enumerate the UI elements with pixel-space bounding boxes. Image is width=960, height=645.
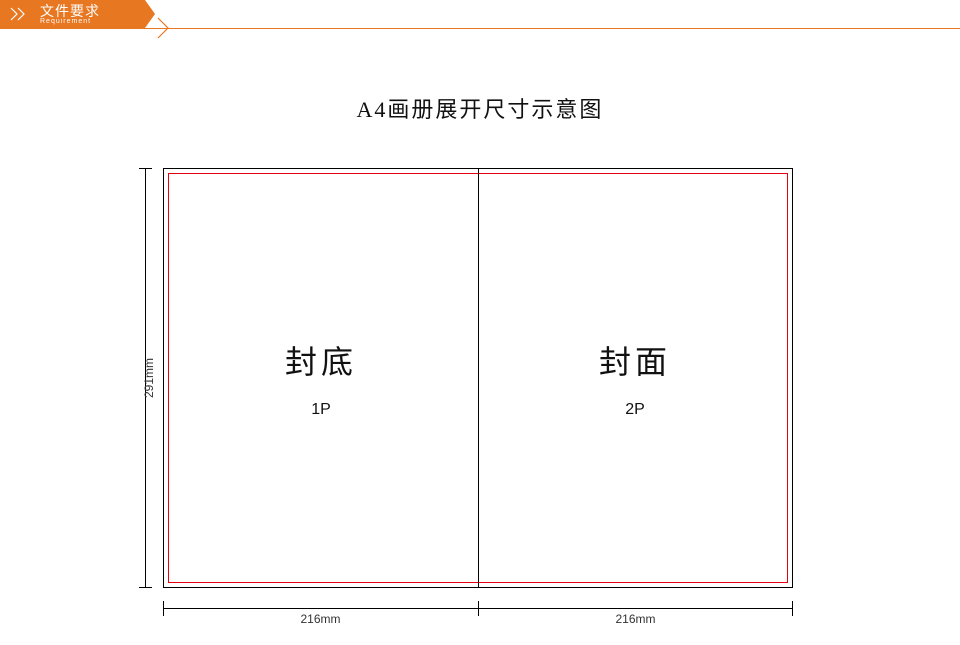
dim-tick (163, 601, 164, 616)
spread-box: 封底 1P 封面 2P (163, 168, 793, 588)
section-tab: 文件要求 Requirement (0, 0, 145, 28)
page-name: 封面 (599, 337, 671, 383)
width-label-right: 216mm (615, 612, 655, 626)
diagram-title: A4画册展开尺寸示意图 (0, 92, 960, 124)
chevron-right-icon (156, 14, 174, 47)
height-dimension: 291mm (135, 168, 155, 588)
spread-diagram: 291mm 封底 1P 封面 2P 216mm 216mm (135, 168, 835, 588)
width-dimension: 216mm 216mm (163, 600, 793, 624)
dim-tick (478, 601, 479, 616)
dim-tick (139, 587, 152, 588)
tab-label: 文件要求 (40, 4, 100, 18)
page-front-cover: 封面 2P (478, 169, 792, 587)
page-number: 2P (625, 401, 645, 419)
page-back-cover: 封底 1P (164, 169, 478, 587)
header: 文件要求 Requirement (0, 0, 960, 40)
separator-line (0, 28, 960, 29)
height-label: 291mm (142, 358, 156, 398)
tab-sublabel: Requirement (40, 18, 100, 25)
dim-tick (792, 601, 793, 616)
page-name: 封底 (285, 337, 357, 383)
chevron-right-icon (10, 7, 28, 21)
width-label-left: 216mm (300, 612, 340, 626)
tab-notch (145, 0, 155, 28)
page-number: 1P (311, 401, 331, 419)
